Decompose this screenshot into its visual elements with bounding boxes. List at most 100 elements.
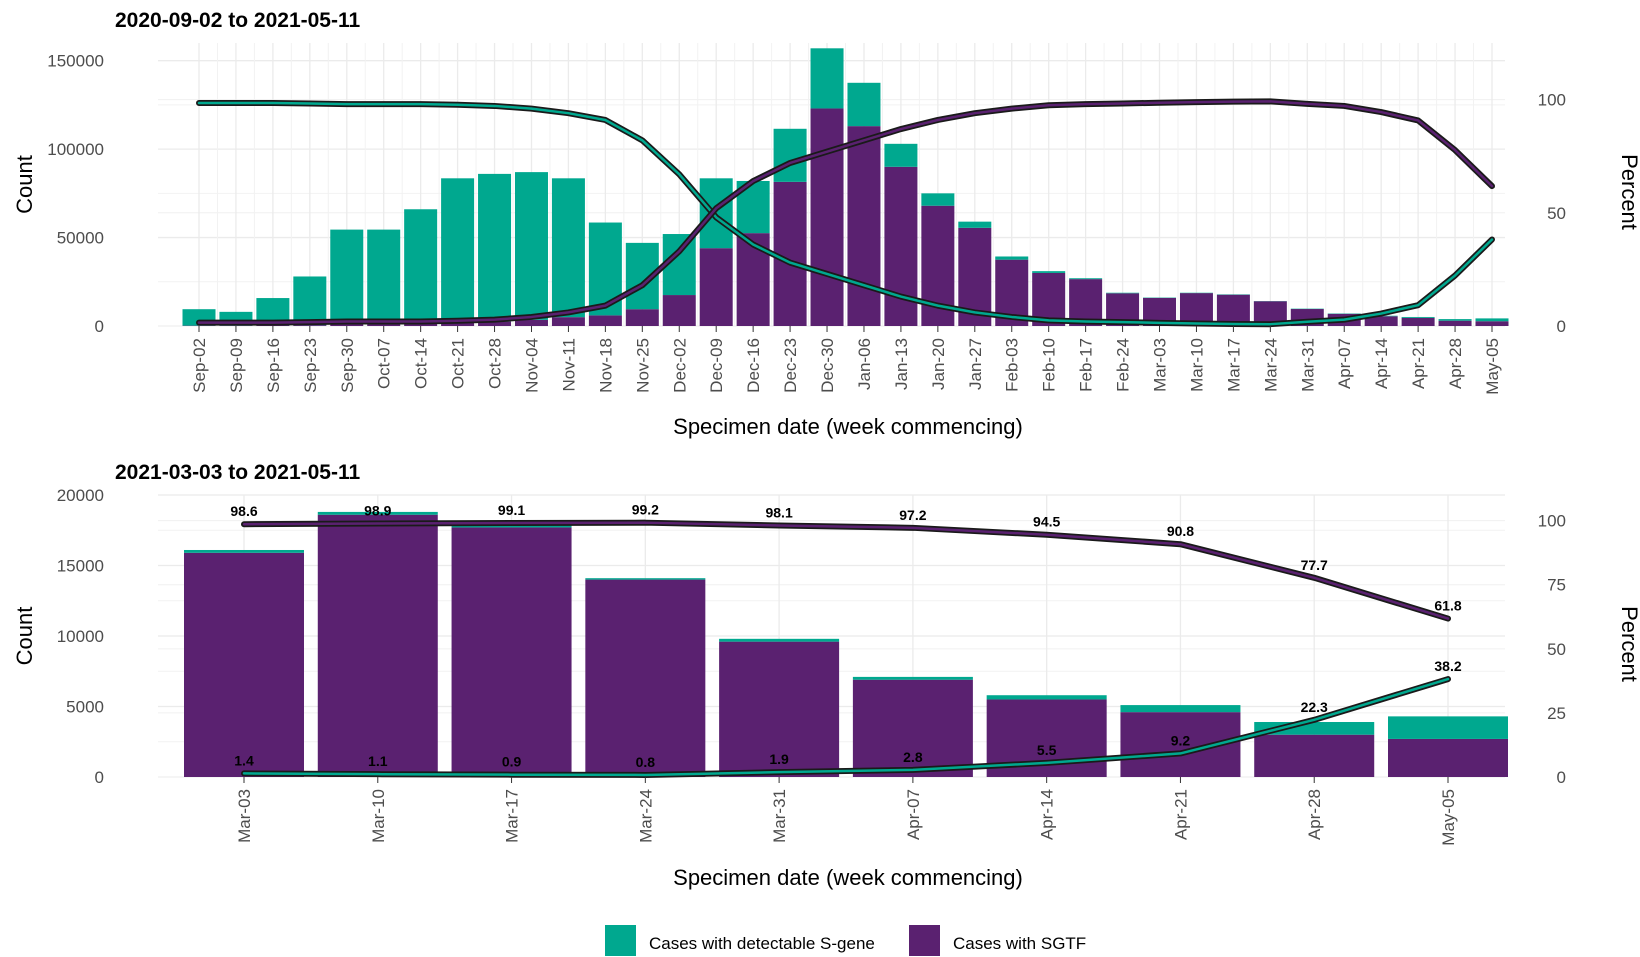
y-tick-label: 100000 — [47, 140, 104, 159]
y-axis-title: Count — [12, 607, 37, 666]
x-tick-label: Apr-07 — [904, 789, 923, 840]
x-tick-label: Oct-28 — [486, 338, 505, 389]
bars — [182, 48, 1509, 326]
bar-sgtf-apr-28 — [1254, 734, 1375, 777]
data-label: 1.9 — [769, 751, 789, 767]
bar-sgene-mar-31 — [719, 638, 840, 642]
bar-sgtf-nov-18 — [588, 315, 622, 326]
bar-sgtf-oct-14 — [404, 323, 438, 326]
bar-sgene-jan-06 — [847, 82, 881, 127]
x-tick-label: Apr-14 — [1372, 338, 1391, 389]
bar-sgtf-oct-21 — [441, 322, 475, 326]
x-tick-label: Oct-21 — [449, 338, 468, 389]
bar-sgtf-apr-14 — [1364, 316, 1398, 326]
legend-swatch-sgtf — [909, 925, 940, 956]
bar-sgtf-nov-25 — [625, 309, 659, 326]
bar-sgene-mar-03 — [184, 549, 304, 553]
bar-sgene-feb-03 — [995, 256, 1029, 260]
legend-swatch-sgene — [605, 925, 636, 956]
bar-sgtf-apr-07 — [852, 679, 973, 777]
y2-axis-title: Percent — [1617, 606, 1640, 682]
x-axis-title: Specimen date (week commencing) — [673, 414, 1023, 439]
legend-label-sgtf: Cases with SGTF — [953, 934, 1086, 953]
x-tick-label: Apr-14 — [1038, 789, 1057, 840]
bar-sgtf-sep-23 — [293, 325, 327, 326]
bar-sgtf-oct-07 — [367, 324, 401, 326]
bar-sgtf-apr-28 — [1438, 320, 1472, 326]
x-tick-label: Mar-03 — [1151, 338, 1170, 392]
x-tick-label: Jan-20 — [929, 338, 948, 390]
bar-sgene-feb-10 — [1032, 271, 1066, 273]
x-tick-label: Nov-18 — [596, 338, 615, 393]
data-label: 94.5 — [1033, 514, 1060, 530]
x-tick-label: Dec-23 — [781, 338, 800, 393]
x-tick-label: Nov-04 — [522, 338, 541, 393]
x-tick-label: Feb-10 — [1040, 338, 1059, 392]
x-tick-label: Mar-24 — [1261, 338, 1280, 392]
line-inner — [242, 677, 1450, 777]
bar-sgene-jan-20 — [921, 193, 955, 206]
y2-tick-label: 25 — [1547, 704, 1566, 723]
bar-sgene-apr-14 — [986, 695, 1107, 700]
y-tick-label: 150000 — [47, 52, 104, 71]
bar-sgtf-oct-28 — [478, 321, 512, 326]
y-tick-label: 50000 — [57, 229, 104, 248]
bar-sgene-nov-11 — [551, 178, 585, 318]
bar-sgtf-mar-17 — [1216, 294, 1250, 326]
data-label: 1.4 — [234, 752, 254, 768]
data-label: 77.7 — [1301, 557, 1328, 573]
x-tick-label: Apr-21 — [1409, 338, 1428, 389]
x-tick-label: Mar-10 — [369, 789, 388, 843]
bar-sgene-nov-04 — [514, 172, 548, 320]
y-tick-label: 0 — [95, 768, 104, 787]
bar-sgtf-apr-21 — [1401, 317, 1435, 326]
bar-sgene-oct-14 — [404, 209, 438, 324]
bar-sgene-oct-28 — [478, 173, 512, 322]
bar-sgtf-dec-30 — [810, 108, 844, 326]
bar-sgene-apr-28 — [1438, 319, 1472, 321]
line-inner — [197, 101, 1494, 326]
y2-tick-label: 100 — [1538, 512, 1566, 531]
x-tick-label: Mar-17 — [503, 789, 522, 843]
data-label: 2.8 — [903, 749, 923, 765]
line-sgene-percent — [241, 676, 1451, 778]
data-label: 97.2 — [899, 507, 926, 523]
x-tick-label: Apr-07 — [1335, 338, 1354, 389]
y-tick-label: 20000 — [57, 486, 104, 505]
data-label: 22.3 — [1301, 699, 1328, 715]
bar-sgene-apr-21 — [1401, 316, 1435, 318]
x-axis: Sep-02 Sep-09 Sep-16 Sep-23 Sep-30 Oct-07 Oct-… — [190, 326, 1502, 395]
data-label: 38.2 — [1434, 658, 1461, 674]
data-labels: 98.6 98.9 99.1 99.2 98.1 97.2 94.5 90.8 77.7 61.8… — [230, 502, 1461, 770]
x-tick-label: Apr-28 — [1305, 789, 1324, 840]
x-axis-title: Specimen date (week commencing) — [673, 865, 1023, 890]
y-tick-label: 10000 — [57, 627, 104, 646]
y2-tick-label: 50 — [1547, 204, 1566, 223]
y-axis-right: 0 25 50 75 100 — [1538, 512, 1566, 787]
bar-sgene-feb-17 — [1069, 278, 1103, 280]
data-label: 1.1 — [368, 753, 388, 769]
bar-sgene-sep-30 — [330, 229, 364, 325]
bar-sgene-apr-07 — [852, 676, 973, 680]
x-tick-label: Jan-06 — [855, 338, 874, 390]
bar-sgtf-mar-31 — [719, 641, 840, 777]
data-label: 98.6 — [230, 503, 257, 519]
data-label: 90.8 — [1167, 523, 1194, 539]
bottom-chart: 98.6 98.9 99.1 99.2 98.1 97.2 94.5 90.8 77.7 61.8… — [12, 486, 1640, 890]
data-label: 0.9 — [502, 754, 522, 770]
y-tick-label: 5000 — [66, 698, 104, 717]
y-tick-label: 0 — [95, 317, 104, 336]
x-tick-label: Mar-10 — [1187, 338, 1206, 392]
x-tick-label: Mar-24 — [636, 789, 655, 843]
x-tick-label: Mar-31 — [1298, 338, 1317, 392]
bar-sgtf-may-05 — [1475, 321, 1509, 326]
legend: Cases with detectable S-gene Cases with … — [605, 925, 1086, 956]
x-tick-label: Sep-09 — [227, 338, 246, 393]
legend-label-sgene: Cases with detectable S-gene — [649, 934, 875, 953]
bar-sgtf-dec-09 — [699, 248, 733, 326]
x-tick-label: Mar-03 — [235, 789, 254, 843]
bar-sgene-sep-23 — [293, 276, 327, 326]
x-tick-label: Nov-11 — [559, 338, 578, 392]
x-tick-label: Dec-09 — [707, 338, 726, 393]
